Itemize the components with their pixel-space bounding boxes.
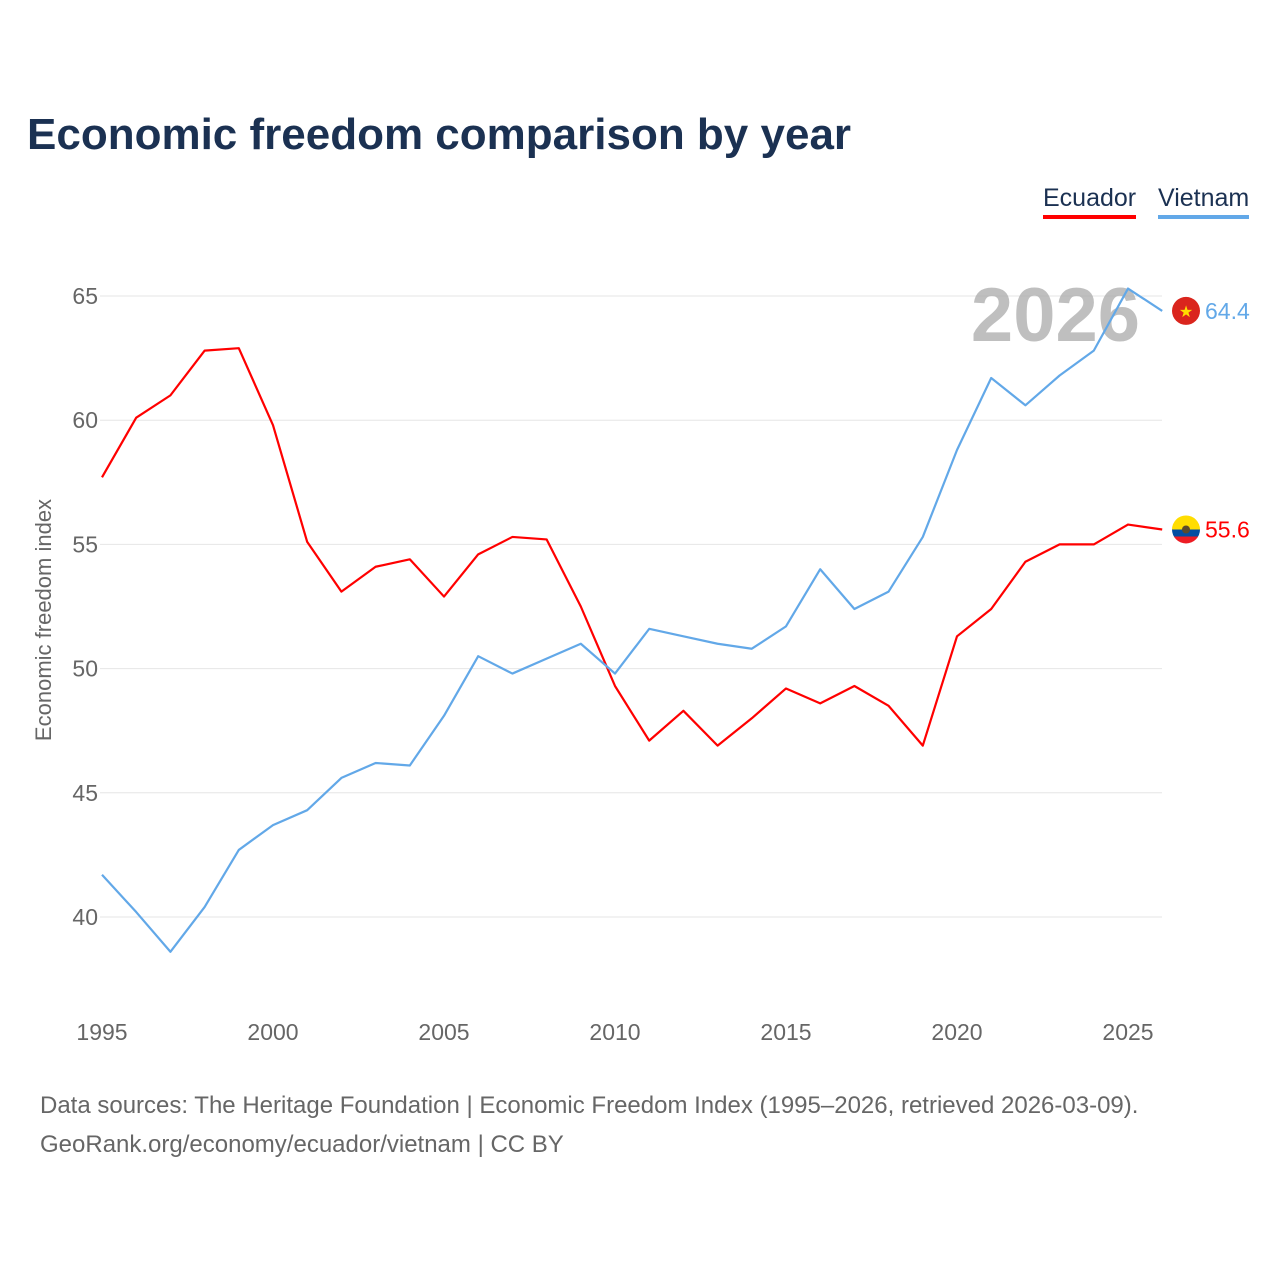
legend-ecuador[interactable]: Ecuador <box>1043 184 1137 219</box>
x-tick-label: 2000 <box>247 1019 298 1045</box>
y-tick-label: 65 <box>72 283 98 309</box>
flag-star-icon: ★ <box>1179 304 1193 321</box>
ecuador-flag-icon <box>1172 515 1200 530</box>
end-value-label-ecuador: 55.6 <box>1205 516 1250 542</box>
series-line-ecuador <box>101 347 1163 747</box>
x-tick-label: 2005 <box>418 1019 469 1045</box>
y-tick-label: 45 <box>72 780 98 806</box>
ecuador-flag-red <box>1172 536 1200 544</box>
y-tick-label: 40 <box>72 904 98 930</box>
x-tick-label: 2020 <box>931 1019 982 1045</box>
data-source: Data sources: The Heritage Foundation | … <box>40 1092 1139 1119</box>
footer: Data sources: The Heritage Foundation | … <box>40 1086 1138 1164</box>
x-tick-label: 1995 <box>76 1019 127 1045</box>
ecuador-flag-emblem <box>1182 525 1190 534</box>
y-tick-label: 55 <box>72 531 98 557</box>
source-link[interactable]: GeoRank.org/economy/ecuador/vietnam | CC… <box>40 1131 564 1158</box>
legend-vietnam[interactable]: Vietnam <box>1158 184 1250 219</box>
chart-title: Economic freedom comparison by year <box>27 110 852 159</box>
series-line-vietnam <box>101 287 1163 953</box>
vietnam-flag-icon <box>1172 296 1200 325</box>
y-axis-label: Economic freedom index <box>31 499 56 741</box>
x-tick-label: 2025 <box>1102 1019 1153 1045</box>
x-tick-label: 2010 <box>589 1019 640 1045</box>
y-tick-label: 60 <box>72 407 98 433</box>
y-tick-label: 50 <box>72 656 98 682</box>
year-watermark: 2026 <box>971 273 1140 358</box>
end-value-label-vietnam: 64.4 <box>1205 298 1250 324</box>
x-tick-label: 2015 <box>760 1019 811 1045</box>
